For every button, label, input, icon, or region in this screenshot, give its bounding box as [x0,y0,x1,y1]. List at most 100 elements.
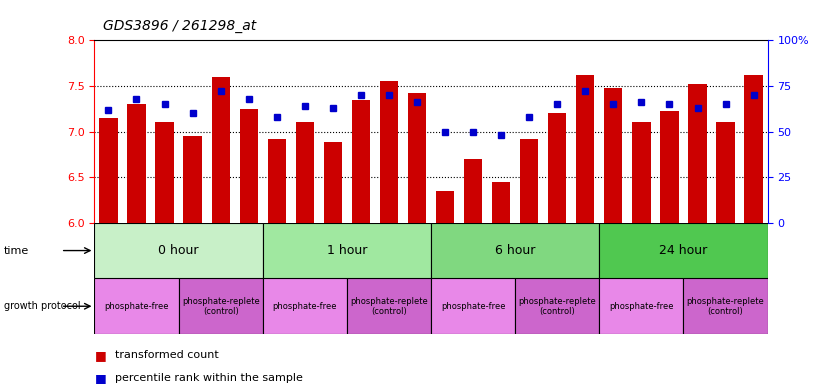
Bar [599,278,683,334]
Bar [183,136,202,223]
Bar [516,278,599,334]
Bar [627,223,655,303]
Text: phosphate-replete
(control): phosphate-replete (control) [518,296,596,316]
Bar [179,223,207,303]
Bar [431,223,599,278]
Bar [408,93,426,223]
Bar [375,223,403,303]
Bar [263,278,347,334]
Text: GSM618339: GSM618339 [637,227,646,278]
Bar [576,75,594,223]
Text: ■: ■ [94,349,106,362]
Bar [604,88,622,223]
Bar [94,223,122,303]
Text: GSM618345: GSM618345 [497,227,506,278]
Bar [94,223,263,278]
Bar [268,139,286,223]
Bar [347,278,431,334]
Text: GSM618329: GSM618329 [441,227,450,278]
Bar [99,118,117,223]
Text: phosphate-replete
(control): phosphate-replete (control) [350,296,428,316]
Bar [464,159,482,223]
Text: 6 hour: 6 hour [495,244,535,257]
Text: GSM618342: GSM618342 [412,227,421,278]
Text: GSM618335: GSM618335 [300,227,310,278]
Text: GSM618341: GSM618341 [160,227,169,278]
Text: GSM618332: GSM618332 [216,227,225,278]
Bar [351,99,370,223]
Bar [347,223,375,303]
Text: GSM618346: GSM618346 [749,227,758,278]
Text: phosphate-replete
(control): phosphate-replete (control) [181,296,259,316]
Text: ■: ■ [94,372,106,384]
Text: growth protocol: growth protocol [4,301,80,311]
Bar [516,223,544,303]
Text: GSM618337: GSM618337 [469,227,478,278]
Bar [207,223,235,303]
Text: phosphate-free: phosphate-free [273,302,337,311]
Bar [688,84,707,223]
Bar [492,182,511,223]
Bar [745,75,763,223]
Bar [263,223,291,303]
Bar [155,122,174,223]
Bar [660,111,679,223]
Text: phosphate-free: phosphate-free [441,302,506,311]
Text: GSM618325: GSM618325 [104,227,113,278]
Bar [683,278,768,334]
Text: GSM618324: GSM618324 [188,227,197,278]
Bar [683,223,712,303]
Text: time: time [4,245,30,256]
Text: GDS3896 / 261298_at: GDS3896 / 261298_at [103,19,256,33]
Bar [548,113,566,223]
Text: GSM618333: GSM618333 [132,227,141,278]
Bar [431,223,459,303]
Bar [712,223,740,303]
Text: GSM618328: GSM618328 [525,227,534,278]
Bar [94,278,179,334]
Text: GSM618338: GSM618338 [721,227,730,278]
Bar [319,223,347,303]
Bar [520,139,539,223]
Bar [599,223,768,278]
Bar [150,223,179,303]
Text: GSM618334: GSM618334 [384,227,393,278]
Bar [740,223,768,303]
Bar [323,142,342,223]
Text: GSM618343: GSM618343 [328,227,337,278]
Bar [571,223,599,303]
Text: 0 hour: 0 hour [158,244,199,257]
Text: phosphate-replete
(control): phosphate-replete (control) [686,296,764,316]
Bar [717,122,735,223]
Bar [599,223,627,303]
Bar [436,191,454,223]
Bar [655,223,683,303]
Text: GSM618327: GSM618327 [273,227,282,278]
Bar [296,122,314,223]
Text: GSM618330: GSM618330 [693,227,702,278]
Text: phosphate-free: phosphate-free [609,302,674,311]
Text: 24 hour: 24 hour [659,244,708,257]
Bar [122,223,150,303]
Bar [240,109,258,223]
Bar [380,81,398,223]
Bar [459,223,487,303]
Text: GSM618331: GSM618331 [609,227,618,278]
Bar [403,223,431,303]
Text: GSM618336: GSM618336 [553,227,562,278]
Text: GSM618326: GSM618326 [356,227,365,278]
Text: GSM618347: GSM618347 [665,227,674,278]
Text: percentile rank within the sample: percentile rank within the sample [115,373,303,383]
Text: 1 hour: 1 hour [327,244,367,257]
Text: GSM618344: GSM618344 [580,227,589,278]
Text: GSM618340: GSM618340 [244,227,253,278]
Bar [179,278,263,334]
Bar [544,223,571,303]
Bar [632,122,650,223]
Bar [431,278,516,334]
Bar [263,223,431,278]
Bar [212,77,230,223]
Bar [235,223,263,303]
Bar [291,223,319,303]
Bar [127,104,145,223]
